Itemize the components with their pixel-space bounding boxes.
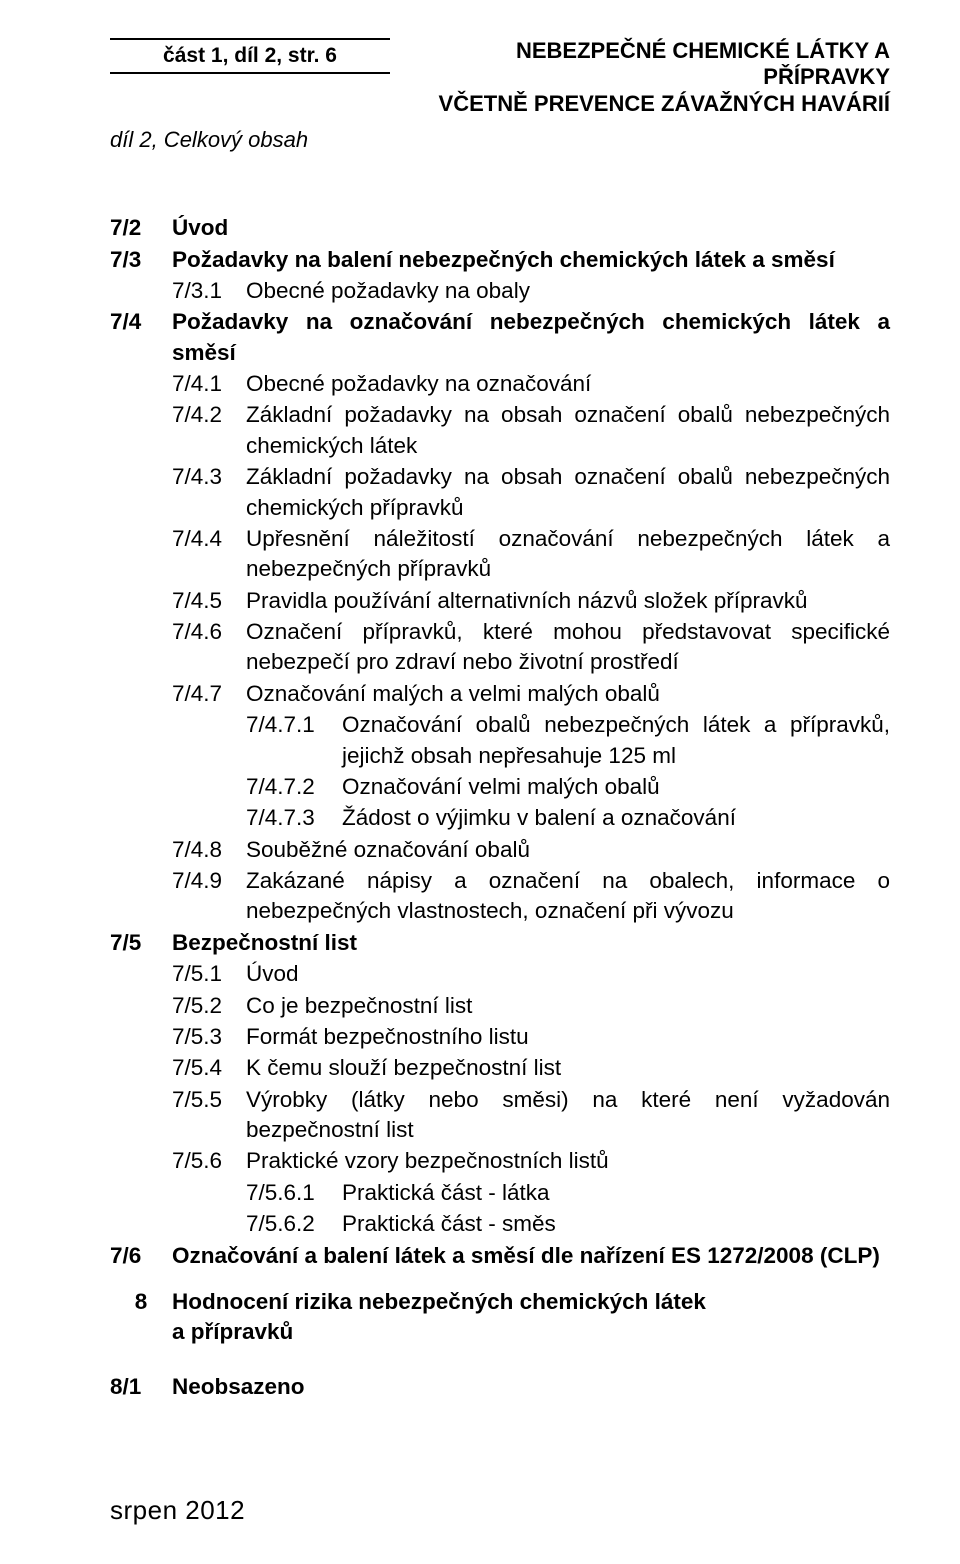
toc-row: 7/5.2 Co je bezpečnostní list: [172, 991, 890, 1021]
toc-num: 7/4.7.1: [246, 710, 342, 771]
toc-row: 7/2 Úvod: [110, 213, 890, 243]
toc-text: Obecné požadavky na označování: [246, 369, 890, 399]
toc-row: 7/5.6.2 Praktická část - směs: [246, 1209, 890, 1239]
toc-num: 7/4.4: [172, 524, 246, 585]
toc-num: 7/5.3: [172, 1022, 246, 1052]
toc-row: 7/5.5 Výrobky (látky nebo směsi) na kter…: [172, 1085, 890, 1146]
toc-row: 7/4.3 Základní požadavky na obsah označe…: [172, 462, 890, 523]
toc-text: Hodnocení rizika nebezpečných chemických…: [172, 1287, 890, 1348]
subheader: díl 2, Celkový obsah: [110, 127, 890, 153]
toc-row: 7/3.1 Obecné požadavky na obaly: [172, 276, 890, 306]
toc-row: 7/4.9 Zakázané nápisy a označení na obal…: [172, 866, 890, 927]
toc-num: 7/3: [110, 245, 172, 275]
toc-row: 7/4.6 Označení přípravků, které mohou př…: [172, 617, 890, 678]
toc-num: 7/2: [110, 213, 172, 243]
header-right-line1: NEBEZPEČNÉ CHEMICKÉ LÁTKY A PŘÍPRAVKY: [390, 38, 890, 91]
toc-num: 8: [110, 1287, 172, 1348]
toc-text: Pravidla používání alternativních názvů …: [246, 586, 890, 616]
toc-content: 7/2 Úvod 7/3 Požadavky na balení nebezpe…: [110, 213, 890, 1402]
toc-text: Požadavky na balení nebezpečných chemick…: [172, 245, 890, 275]
toc-num: 7/5: [110, 928, 172, 958]
toc-num: 7/4.9: [172, 866, 246, 927]
toc-row: 7/4.5 Pravidla používání alternativních …: [172, 586, 890, 616]
section-8-line2: a přípravků: [172, 1317, 890, 1347]
toc-text: K čemu slouží bezpečnostní list: [246, 1053, 890, 1083]
toc-num: 7/5.6.2: [246, 1209, 342, 1239]
toc-num: 7/4.8: [172, 835, 246, 865]
toc-text: Zakázané nápisy a označení na obalech, i…: [246, 866, 890, 927]
toc-text: Praktická část - látka: [342, 1178, 890, 1208]
page-footer-date: srpen 2012: [110, 1495, 245, 1526]
toc-num: 7/4.3: [172, 462, 246, 523]
toc-text: Označování a balení látek a směsí dle na…: [172, 1241, 890, 1271]
toc-num: 7/3.1: [172, 276, 246, 306]
toc-text: Označování velmi malých obalů: [342, 772, 890, 802]
toc-text: Úvod: [246, 959, 890, 989]
toc-row: 7/4.8 Souběžné označování obalů: [172, 835, 890, 865]
toc-text: Označování obalů nebezpečných látek a př…: [342, 710, 890, 771]
toc-num: 7/4.7.3: [246, 803, 342, 833]
toc-num: 7/6: [110, 1241, 172, 1271]
toc-num: 7/4.5: [172, 586, 246, 616]
toc-text: Praktické vzory bezpečnostních listů: [246, 1146, 890, 1176]
toc-text: Výrobky (látky nebo směsi) na které není…: [246, 1085, 890, 1146]
toc-row: 7/4.7 Označování malých a velmi malých o…: [172, 679, 890, 709]
toc-num: 7/5.6: [172, 1146, 246, 1176]
toc-text: Praktická část - směs: [342, 1209, 890, 1239]
header-right-title: NEBEZPEČNÉ CHEMICKÉ LÁTKY A PŘÍPRAVKY VČ…: [390, 38, 890, 117]
toc-text: Souběžné označování obalů: [246, 835, 890, 865]
toc-row: 7/6 Označování a balení látek a směsí dl…: [110, 1241, 890, 1271]
toc-num: 7/4.7.2: [246, 772, 342, 802]
toc-text: Upřesnění náležitostí označování nebezpe…: [246, 524, 890, 585]
toc-num: 7/4.6: [172, 617, 246, 678]
toc-num: 7/5.6.1: [246, 1178, 342, 1208]
toc-text: Označení přípravků, které mohou představ…: [246, 617, 890, 678]
toc-num: 8/1: [110, 1372, 172, 1402]
toc-text: Bezpečnostní list: [172, 928, 890, 958]
toc-row: 7/5.3 Formát bezpečnostního listu: [172, 1022, 890, 1052]
toc-num: 7/5.1: [172, 959, 246, 989]
toc-text: Požadavky na označování nebezpečných che…: [172, 307, 890, 368]
section-8-line1: Hodnocení rizika nebezpečných chemických…: [172, 1287, 890, 1317]
toc-row: 7/5.6.1 Praktická část - látka: [246, 1178, 890, 1208]
toc-row: 7/4 Požadavky na označování nebezpečných…: [110, 307, 890, 368]
toc-text: Obecné požadavky na obaly: [246, 276, 890, 306]
toc-num: 7/5.2: [172, 991, 246, 1021]
toc-row: 7/4.4 Upřesnění náležitostí označování n…: [172, 524, 890, 585]
toc-num: 7/5.4: [172, 1053, 246, 1083]
toc-num: 7/4.7: [172, 679, 246, 709]
header-right-line2: VČETNĚ PREVENCE ZÁVAŽNÝCH HAVÁRIÍ: [390, 91, 890, 117]
toc-row: 7/5.4 K čemu slouží bezpečnostní list: [172, 1053, 890, 1083]
toc-text: Úvod: [172, 213, 890, 243]
toc-row: 7/4.7.3 Žádost o výjimku v balení a ozna…: [246, 803, 890, 833]
toc-text: Žádost o výjimku v balení a označování: [342, 803, 890, 833]
toc-text: Základní požadavky na obsah označení oba…: [246, 400, 890, 461]
toc-row: 7/4.2 Základní požadavky na obsah označe…: [172, 400, 890, 461]
toc-text: Základní požadavky na obsah označení oba…: [246, 462, 890, 523]
toc-text: Co je bezpečnostní list: [246, 991, 890, 1021]
page-header: část 1, díl 2, str. 6 NEBEZPEČNÉ CHEMICK…: [110, 38, 890, 117]
toc-row: 7/4.7.2 Označování velmi malých obalů: [246, 772, 890, 802]
section-8-header: 8 Hodnocení rizika nebezpečných chemický…: [110, 1287, 890, 1348]
toc-row: 7/3 Požadavky na balení nebezpečných che…: [110, 245, 890, 275]
header-left-box: část 1, díl 2, str. 6: [110, 38, 390, 74]
toc-row: 8/1 Neobsazeno: [110, 1372, 890, 1402]
toc-num: 7/5.5: [172, 1085, 246, 1146]
toc-row: 7/4.7.1 Označování obalů nebezpečných lá…: [246, 710, 890, 771]
toc-row: 7/5 Bezpečnostní list: [110, 928, 890, 958]
toc-num: 7/4: [110, 307, 172, 368]
toc-row: 7/5.1 Úvod: [172, 959, 890, 989]
toc-num: 7/4.1: [172, 369, 246, 399]
toc-text: Neobsazeno: [172, 1372, 890, 1402]
toc-num: 7/4.2: [172, 400, 246, 461]
toc-row: 7/4.1 Obecné požadavky na označování: [172, 369, 890, 399]
toc-text: Formát bezpečnostního listu: [246, 1022, 890, 1052]
toc-text: Označování malých a velmi malých obalů: [246, 679, 890, 709]
toc-row: 7/5.6 Praktické vzory bezpečnostních lis…: [172, 1146, 890, 1176]
